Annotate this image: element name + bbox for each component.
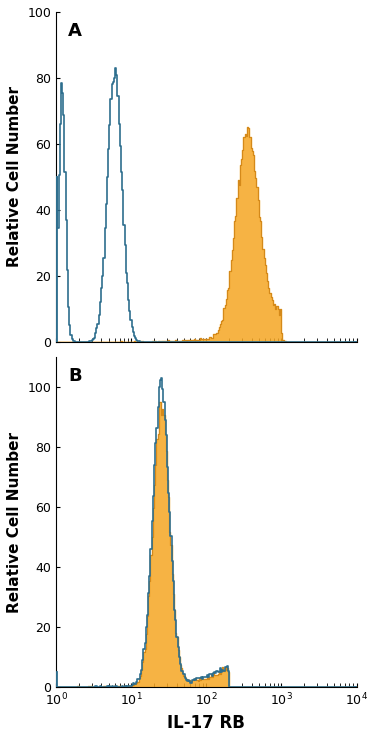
Y-axis label: Relative Cell Number: Relative Cell Number	[7, 432, 22, 613]
Y-axis label: Relative Cell Number: Relative Cell Number	[7, 86, 22, 268]
Text: B: B	[68, 367, 82, 385]
Text: A: A	[68, 22, 82, 40]
X-axis label: IL-17 RB: IL-17 RB	[168, 714, 245, 732]
